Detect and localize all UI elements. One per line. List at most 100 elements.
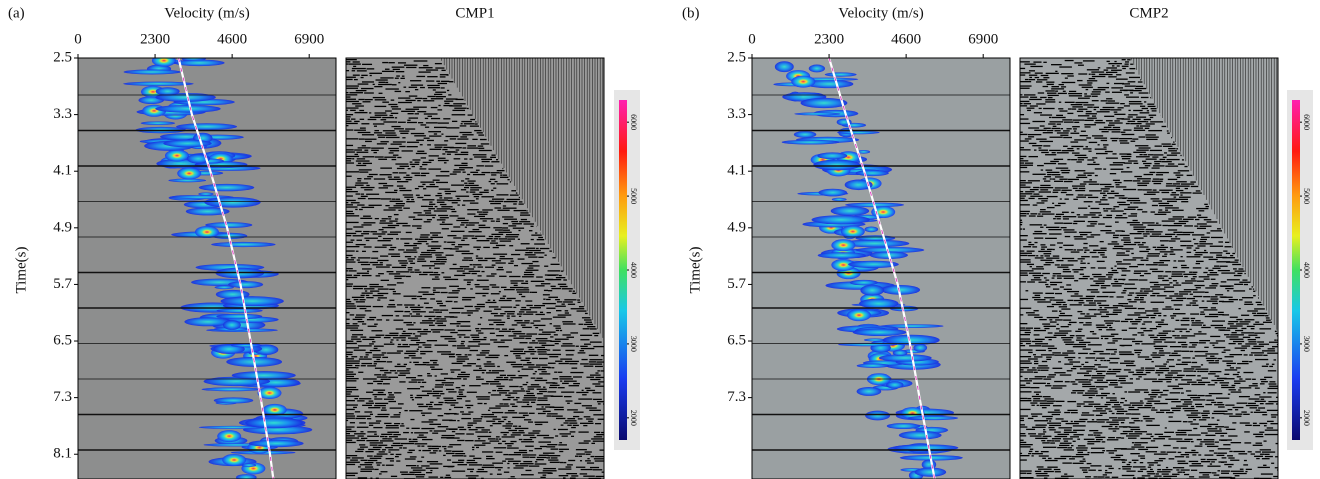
wiggle: [404, 357, 410, 359]
wiggle: [496, 194, 509, 196]
wiggle: [1045, 72, 1059, 75]
wiggle: [1062, 339, 1072, 341]
wiggle: [385, 319, 390, 321]
wiggle: [346, 76, 356, 78]
wiggle: [1206, 359, 1215, 362]
wiggle: [1245, 424, 1252, 427]
wiggle: [1143, 321, 1153, 323]
wiggle: [533, 324, 546, 327]
wiggle: [1132, 334, 1138, 336]
wiggle: [1216, 261, 1231, 263]
wiggle: [352, 158, 355, 160]
wiggle: [1187, 381, 1197, 383]
wiggle: [355, 208, 358, 211]
wiggle: [1148, 464, 1154, 466]
wiggle: [511, 405, 518, 408]
frame: [77, 57, 337, 479]
wiggle: [1029, 76, 1033, 79]
wiggle: [478, 438, 481, 440]
wiggle: [420, 86, 425, 89]
wiggle: [346, 195, 353, 197]
frame: [345, 57, 605, 479]
wiggle: [1065, 194, 1074, 196]
wiggle: [578, 306, 584, 308]
wiggle: [1132, 118, 1141, 120]
wiggle: [434, 146, 443, 148]
wiggle: [577, 299, 581, 301]
wiggle: [1162, 224, 1168, 227]
wiggle: [1020, 87, 1030, 89]
wiggle: [1051, 88, 1065, 90]
wiggle: [1147, 400, 1161, 402]
energy-blob: [204, 196, 261, 208]
wiggle: [473, 266, 476, 268]
wiggle: [518, 201, 523, 203]
wiggle: [1181, 344, 1188, 346]
wiggle: [1043, 378, 1052, 380]
wiggle: [414, 161, 420, 163]
wiggle: [1207, 465, 1221, 467]
wiggle: [380, 141, 389, 143]
wiggle: [1226, 279, 1240, 281]
wiggle: [1083, 172, 1095, 174]
wiggle: [451, 470, 466, 472]
wiggle: [1077, 310, 1083, 313]
energy-blob: [855, 235, 896, 241]
wiggle: [1047, 411, 1061, 413]
wiggle: [373, 345, 384, 347]
wiggle: [373, 125, 377, 127]
wiggle: [489, 383, 501, 385]
wiggle: [559, 461, 564, 464]
wiggle: [1171, 137, 1173, 139]
wiggle: [1116, 437, 1122, 439]
wiggle: [374, 156, 384, 158]
wiggle: [522, 414, 529, 417]
wiggle: [1121, 230, 1125, 232]
wiggle: [1171, 152, 1181, 154]
wiggle: [494, 207, 502, 209]
wiggle: [1131, 417, 1139, 420]
wiggle: [368, 424, 374, 426]
wiggle: [1104, 307, 1118, 309]
wiggle: [516, 401, 523, 403]
wiggle: [1033, 382, 1046, 384]
wiggle: [1172, 280, 1177, 282]
wiggle: [443, 162, 447, 164]
wiggle: [481, 350, 490, 352]
wiggle: [455, 433, 465, 435]
wiggle: [1052, 189, 1061, 191]
wiggle: [1176, 181, 1187, 183]
wiggle: [589, 328, 597, 330]
wiggle: [385, 334, 399, 337]
wiggle: [464, 186, 469, 189]
wiggle: [396, 339, 399, 341]
wiggle: [1059, 374, 1072, 376]
wiggle: [1041, 151, 1049, 154]
wiggle: [569, 477, 576, 479]
y-axis-label: Time(s): [13, 247, 29, 294]
wiggle: [1055, 167, 1069, 169]
wiggle: [588, 420, 593, 422]
wiggle: [1182, 231, 1194, 234]
wiggle: [351, 338, 361, 340]
wiggle: [474, 156, 487, 158]
wiggle: [457, 334, 466, 336]
wiggle: [1043, 431, 1047, 433]
wiggle: [1051, 277, 1055, 279]
wiggle: [1094, 148, 1107, 150]
wiggle: [429, 274, 441, 276]
wiggle: [1199, 225, 1212, 227]
wiggle: [352, 334, 363, 336]
wiggle: [423, 302, 429, 304]
wiggle: [1193, 427, 1198, 430]
wiggle: [1123, 369, 1131, 371]
wiggle: [1173, 260, 1177, 262]
wiggle: [1237, 343, 1242, 345]
wiggle: [398, 209, 403, 211]
wiggle: [1067, 158, 1071, 161]
wiggle: [511, 324, 518, 326]
wiggle: [1100, 247, 1107, 249]
wiggle: [440, 393, 445, 395]
wiggle: [510, 280, 524, 282]
wiggle: [1064, 77, 1068, 79]
